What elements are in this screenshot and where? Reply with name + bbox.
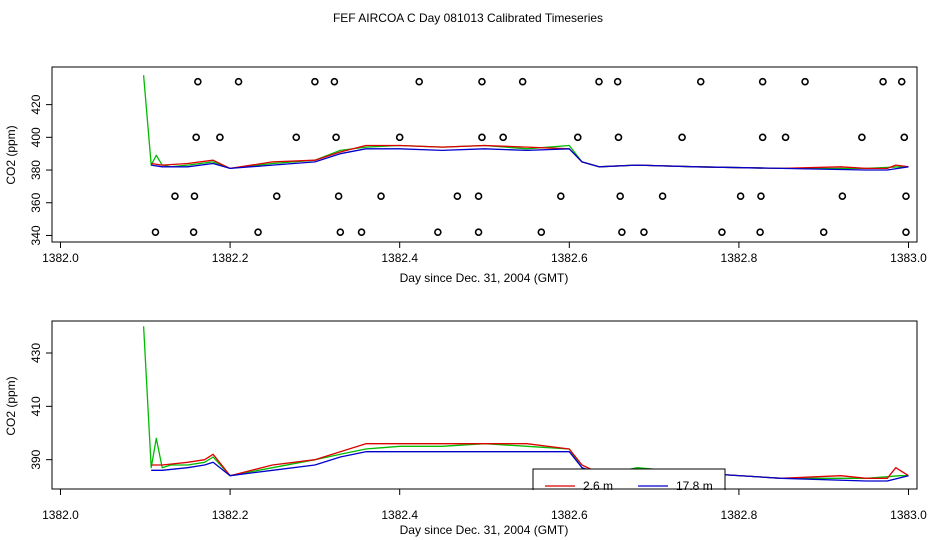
top-x-tick-label: 1382.2 <box>212 251 249 265</box>
bottom-x-tick-label: 1382.4 <box>381 508 418 522</box>
top-marker <box>614 133 623 142</box>
top-marker <box>189 228 198 236</box>
top-marker <box>334 192 343 201</box>
bottom-y-tick-label: 390 <box>29 449 43 469</box>
bottom-x-tick-label: 1382.2 <box>212 508 249 522</box>
top-series <box>142 75 909 171</box>
top-marker <box>478 133 486 142</box>
top-marker <box>192 133 200 142</box>
top-marker <box>640 228 648 236</box>
bottom-x-tick-label: 1382.6 <box>551 508 588 522</box>
top-y-tick-label: 420 <box>29 94 43 114</box>
legend-clip-mask <box>525 490 735 502</box>
top-x-tick-label: 1382.4 <box>381 251 418 265</box>
top-marker <box>858 133 866 142</box>
top-marker <box>573 133 582 142</box>
bottom-x-axis: 1382.0 1382.2 1382.4 1382.6 1382.8 1383.0 <box>42 489 927 522</box>
top-marker <box>838 192 847 201</box>
top-marker <box>474 228 483 236</box>
top-marker <box>900 133 909 142</box>
bottom-x-axis-label: Day since Dec. 31, 2004 (GMT) <box>400 523 569 537</box>
top-marker <box>518 77 527 86</box>
top-marker <box>453 192 462 201</box>
bottom-y-tick-label: 410 <box>29 396 43 416</box>
top-series-green <box>142 75 909 170</box>
top-marker <box>377 192 385 201</box>
top-x-tick-label: 1383.0 <box>890 251 927 265</box>
top-marker <box>434 228 442 236</box>
top-marker <box>216 133 224 142</box>
bottom-x-tick-label: 1382.0 <box>42 508 79 522</box>
top-panel: 1382.0 1382.2 1382.4 1382.6 1382.8 1383.0 340… <box>4 66 927 285</box>
bottom-x-tick-label: 1383.0 <box>890 508 927 522</box>
top-marker <box>336 228 345 236</box>
top-marker <box>330 77 339 86</box>
figure-title: FEF AIRCOA C Day 081013 Calibrated Times… <box>333 11 603 25</box>
top-marker <box>757 192 765 201</box>
top-marker <box>758 77 767 86</box>
top-marker <box>678 133 686 142</box>
top-x-tick-label: 1382.8 <box>721 251 758 265</box>
top-marker <box>819 228 828 236</box>
top-marker <box>618 228 626 236</box>
top-marker <box>756 228 764 236</box>
bottom-y-axis: 390 410 430 <box>29 343 52 470</box>
top-marker <box>616 192 624 201</box>
top-marker <box>415 77 424 86</box>
top-marker <box>332 133 340 142</box>
top-y-axis-label: CO2 (ppm) <box>4 125 18 184</box>
top-y-tick-label: 340 <box>29 225 43 245</box>
top-marker <box>613 77 622 86</box>
top-marker <box>897 77 906 86</box>
top-marker <box>478 77 486 86</box>
bottom-series <box>142 326 909 482</box>
top-marker <box>879 77 887 86</box>
bottom-series-green <box>142 326 909 479</box>
top-marker <box>190 192 199 201</box>
top-marker <box>595 77 603 86</box>
top-marker <box>395 133 404 142</box>
top-y-tick-label: 400 <box>29 127 43 147</box>
top-marker <box>234 77 243 86</box>
top-x-axis: 1382.0 1382.2 1382.4 1382.6 1382.8 1383.0 <box>42 242 927 265</box>
top-marker <box>696 77 705 86</box>
top-marker <box>718 228 726 236</box>
top-x-tick-label: 1382.6 <box>551 251 588 265</box>
top-marker <box>357 228 366 236</box>
top-marker <box>537 228 546 236</box>
top-marker <box>194 77 202 86</box>
top-marker <box>902 192 910 201</box>
top-x-axis-label: Day since Dec. 31, 2004 (GMT) <box>400 271 569 285</box>
top-plot-frame <box>51 66 918 243</box>
top-marker <box>736 192 745 201</box>
top-marker <box>801 77 809 86</box>
top-marker <box>171 192 179 201</box>
top-marker <box>658 192 667 201</box>
top-marker <box>151 228 160 236</box>
bottom-series-red <box>151 443 909 479</box>
top-marker <box>254 228 262 236</box>
bottom-panel: 1382.0 1382.2 1382.4 1382.6 1382.8 1383.0 390… <box>4 320 927 537</box>
top-marker <box>557 192 565 201</box>
top-marker <box>311 77 319 86</box>
top-series-blue <box>151 148 909 171</box>
bottom-y-axis-label: CO2 (ppm) <box>4 376 18 435</box>
top-marker <box>499 133 507 142</box>
top-y-axis: 340 360 380 400 420 <box>29 94 52 245</box>
bottom-x-tick-label: 1382.8 <box>721 508 758 522</box>
top-y-tick-label: 360 <box>29 192 43 212</box>
top-marker <box>292 133 301 142</box>
top-markers <box>151 77 910 236</box>
top-marker <box>902 228 910 236</box>
top-y-tick-label: 380 <box>29 160 43 180</box>
top-marker <box>781 133 790 142</box>
top-marker <box>474 192 483 201</box>
top-x-tick-label: 1382.0 <box>42 251 79 265</box>
top-marker <box>272 192 281 201</box>
top-marker <box>758 133 767 142</box>
bottom-y-tick-label: 430 <box>29 343 43 363</box>
bottom-plot-frame <box>51 320 918 490</box>
